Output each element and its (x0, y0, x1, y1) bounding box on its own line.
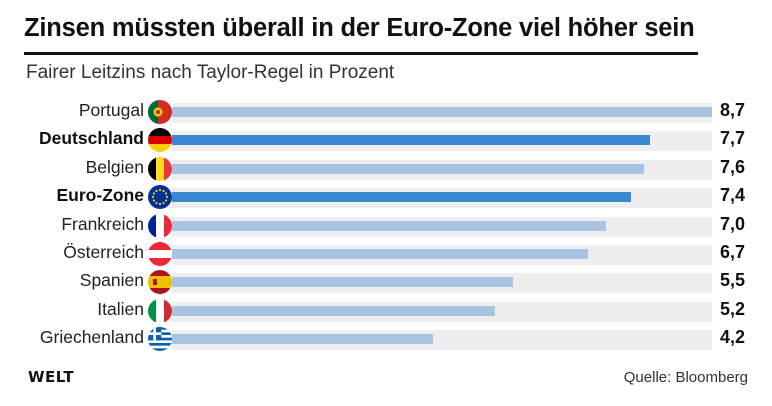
category-label: Euro-Zone (56, 185, 145, 206)
category-label: Frankreich (61, 213, 144, 234)
value-label: 6,7 (720, 242, 746, 262)
value-label: 7,4 (720, 185, 746, 206)
portugal-flag-icon (148, 100, 172, 124)
bar-row: Portugal 8,7 (0, 98, 772, 126)
italy-flag-icon (148, 298, 172, 323)
bar-row: Frankreich 7,0 (0, 212, 772, 240)
bar-track (172, 301, 712, 322)
greece-flag-icon (148, 327, 172, 352)
bar-track (172, 216, 712, 237)
category-label: Spanien (79, 270, 144, 291)
bar-track (172, 273, 712, 294)
bar (172, 220, 607, 231)
value-label: 7,0 (720, 213, 746, 234)
value-label: 8,7 (720, 100, 746, 120)
value-label: 7,7 (720, 128, 746, 149)
bar-track (172, 131, 712, 152)
belgium-flag-icon (148, 156, 172, 181)
chart-title: Zinsen müssten überall in der Euro-Zone … (24, 14, 695, 42)
bar (172, 249, 588, 259)
bar-row: Griechenland 4,2 (0, 325, 772, 353)
germany-flag-icon (148, 128, 172, 153)
category-label: Portugal (78, 100, 144, 120)
chart-subtitle: Fairer Leitzins nach Taylor-Regel in Pro… (26, 62, 395, 83)
spain-flag-icon (148, 270, 172, 295)
austria-flag-icon (148, 242, 172, 266)
bar-track (172, 103, 712, 123)
bar-track (172, 159, 712, 180)
bar (172, 192, 632, 203)
bar-track (172, 245, 712, 265)
bar-row: Österreich 6,7 (0, 240, 772, 268)
bar (172, 135, 650, 146)
value-label: 7,6 (720, 156, 746, 177)
france-flag-icon (148, 213, 172, 238)
bar (172, 107, 712, 117)
source-note: Quelle: Bloomberg (623, 369, 748, 386)
value-label: 4,2 (720, 327, 746, 348)
category-label: Deutschland (38, 128, 144, 149)
eu-flag-icon (148, 185, 172, 210)
bar-track (172, 188, 712, 209)
bar-track (172, 330, 712, 351)
bar (172, 277, 514, 288)
bar-row: Belgien 7,6 (0, 155, 772, 183)
title-divider (24, 52, 698, 55)
bar-row: Italien 5,2 (0, 297, 772, 325)
category-label: Griechenland (39, 327, 144, 348)
bar (172, 305, 495, 316)
bar-row: Deutschland 7,7 (0, 126, 772, 154)
bar-row: Euro-Zone 7,4 (0, 183, 772, 211)
value-label: 5,5 (720, 270, 746, 291)
category-label: Belgien (85, 156, 144, 177)
bar (172, 163, 644, 174)
category-label: Österreich (63, 242, 144, 262)
bar (172, 334, 433, 345)
value-label: 5,2 (720, 298, 746, 319)
category-label: Italien (97, 298, 144, 319)
bar-row: Spanien 5,5 (0, 268, 772, 296)
welt-logo: WELT (28, 368, 75, 386)
